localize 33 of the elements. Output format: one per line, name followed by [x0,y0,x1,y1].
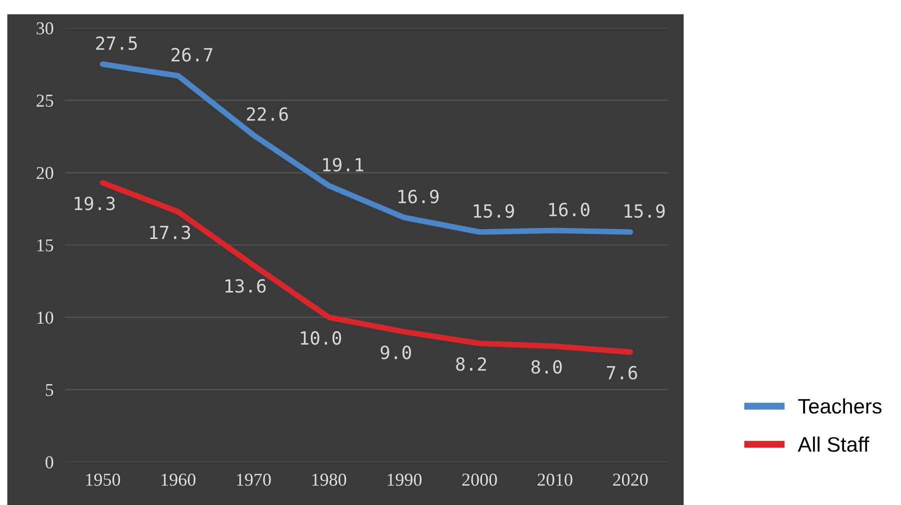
data-label: 27.5 [96,36,137,50]
data-label: 15.9 [624,204,665,218]
y-tick-label: 0 [46,456,54,468]
x-tick-label: 2000 [462,474,497,486]
x-tick-label: 1980 [312,474,346,486]
data-label: 19.3 [74,196,115,210]
data-label: 9.0 [380,346,411,360]
y-tick-label: 30 [36,22,54,34]
y-tick-label: 15 [37,239,54,252]
data-label: 7.6 [606,366,638,380]
x-tick-label: 1950 [86,474,120,486]
data-label: 10.0 [300,331,342,345]
x-tick-label: 2010 [538,474,572,486]
y-tick-label: 10 [37,312,54,324]
x-tick-label: 1990 [388,474,422,486]
data-label: 19.1 [323,158,364,172]
y-tick-label: 20 [36,166,54,180]
x-tick-label: 1970 [236,474,271,486]
data-label: 8.0 [531,360,562,374]
x-tick-label: 1960 [162,474,196,486]
legend-label: All Staff [798,436,870,452]
data-label: 15.9 [474,204,514,218]
y-tick-label: 5 [46,384,54,396]
legend-label: Teachers [798,398,882,414]
x-tick-label: 2020 [613,474,648,486]
data-label: 16.9 [398,190,439,204]
data-label: 13.6 [226,279,266,293]
data-label: 22.6 [246,107,288,121]
data-label: 16.0 [549,202,590,216]
y-tick-label: 25 [36,94,54,107]
data-label: 26.7 [172,48,212,62]
data-label: 17.3 [150,226,190,240]
data-label: 8.2 [456,357,486,371]
